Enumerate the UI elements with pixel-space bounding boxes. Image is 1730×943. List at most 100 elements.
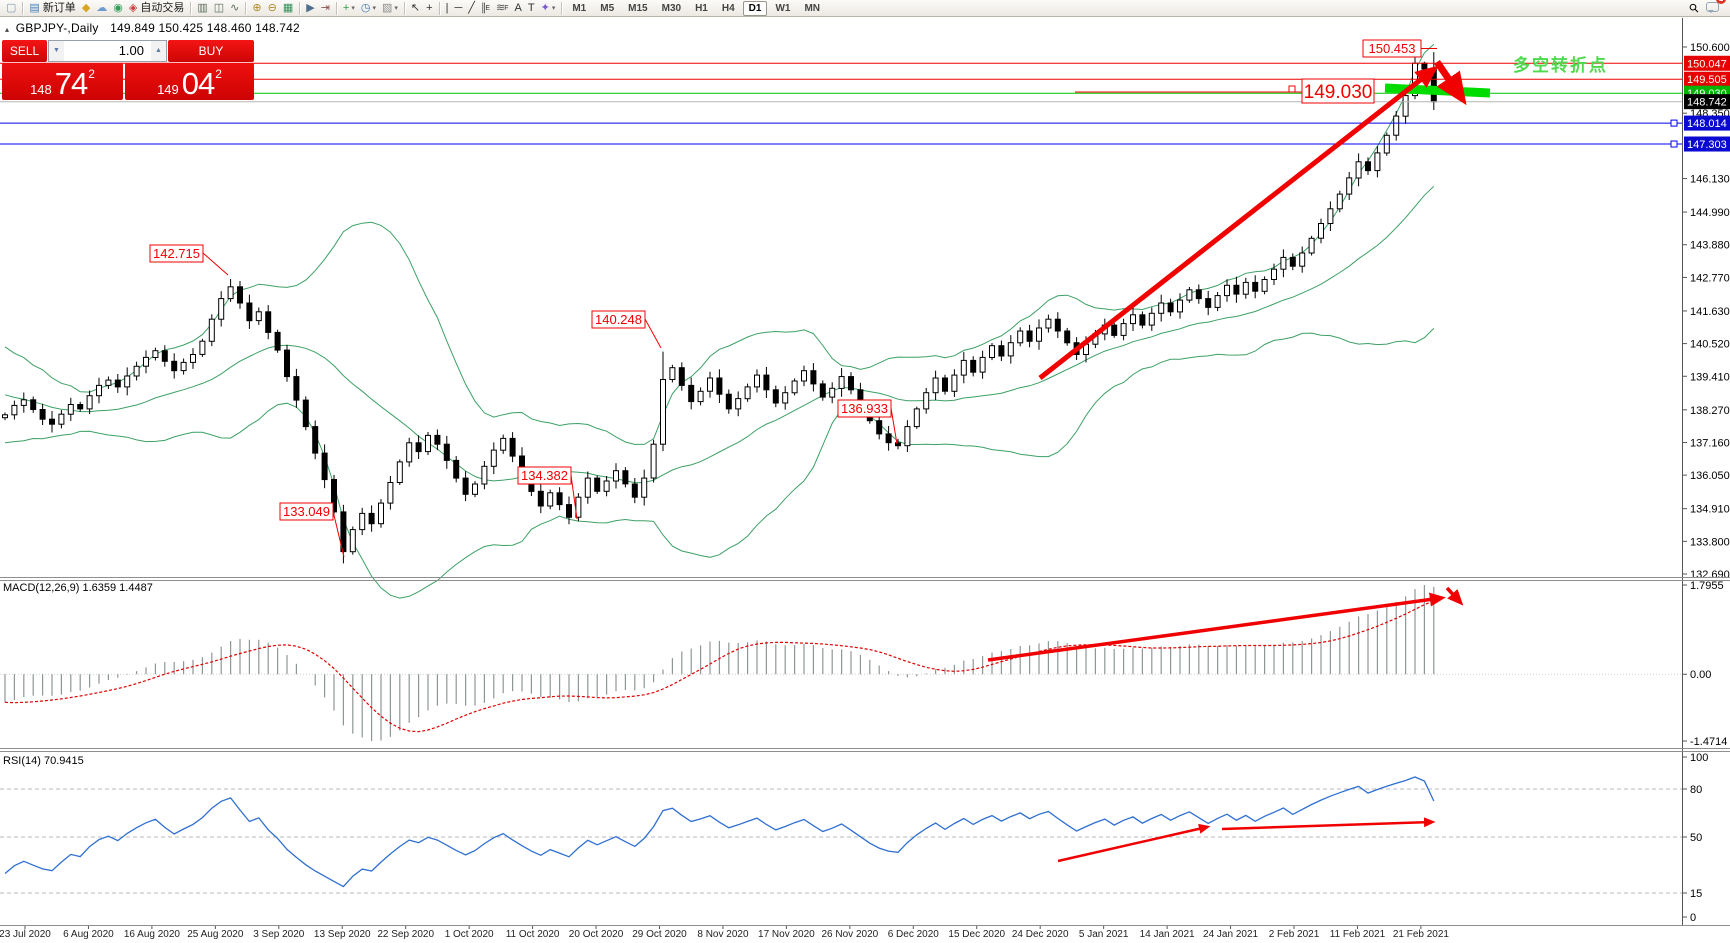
equidistant-channel-icon[interactable]: ∥ E [478, 1, 493, 16]
candlestick-chart-icon[interactable]: ◫ [211, 1, 227, 16]
text-label-icon[interactable]: T [525, 1, 538, 16]
horizontal-line-icon[interactable]: ─ [451, 1, 465, 16]
templates-icon[interactable]: ▧ ▾ [379, 1, 401, 16]
candle [2, 414, 8, 419]
candle [810, 370, 817, 385]
trendline-icon: ╱ [468, 1, 475, 14]
periods-icon[interactable]: ◷ ▾ [358, 1, 379, 16]
timeframe-m1[interactable]: M1 [572, 2, 587, 14]
signal-icon[interactable]: ◉ [110, 1, 126, 16]
profile-icon[interactable]: ☁ [93, 1, 110, 16]
line-handle[interactable] [1670, 140, 1678, 148]
tile-windows-icon[interactable]: ▦ [280, 1, 296, 16]
candle [613, 470, 619, 482]
bar-chart-icon[interactable]: ▥ [194, 1, 210, 16]
fibonacci-icon[interactable]: ≋ F [493, 1, 512, 16]
candle [49, 418, 55, 425]
date-label: 2 Feb 2021 [1269, 929, 1320, 940]
price-callout-box[interactable] [1301, 78, 1375, 104]
arrows-icon[interactable]: ✦ ▾ [538, 1, 559, 16]
candle [848, 376, 854, 391]
macd-trend-arrow[interactable] [987, 592, 1446, 662]
vertical-line-icon[interactable]: | [443, 1, 452, 16]
candle [359, 512, 366, 531]
price-badge-label: 148.014 [1687, 118, 1727, 130]
autotrade-button[interactable]: ◈ 自动交易 [126, 1, 187, 16]
turning-point-note[interactable]: 多空转折点 [1513, 55, 1608, 75]
price-callout-box[interactable] [1362, 39, 1422, 58]
zoom-in-icon[interactable]: ⊕ [249, 1, 264, 16]
volume-decrease-button[interactable]: ▼ [49, 41, 64, 61]
timeframe-d1[interactable]: D1 [742, 0, 768, 16]
volume-increase-button[interactable]: ▲ [151, 41, 166, 61]
date-label: 17 Nov 2020 [758, 929, 815, 940]
candle [208, 318, 215, 342]
candle [340, 511, 347, 553]
search-button[interactable]: ⚲ [1686, 0, 1702, 16]
timeframe-mn[interactable]: MN [804, 2, 821, 14]
candle [688, 384, 695, 403]
timeframe-m15[interactable]: M15 [628, 2, 648, 14]
crosshair-icon[interactable]: + [423, 1, 435, 16]
eraser-icon[interactable]: ◆ [79, 1, 93, 16]
indicators-icon[interactable]: + ▾ [340, 1, 358, 16]
sell-button[interactable]: SELL [2, 40, 47, 62]
toolbar-separator [561, 1, 563, 15]
candle [744, 386, 751, 400]
candle [11, 404, 18, 416]
candle [1120, 323, 1127, 336]
date-label: 13 Sep 2020 [314, 929, 371, 940]
zoom-out-icon[interactable]: ⊖ [265, 1, 280, 16]
chevron-down-icon: ▾ [351, 4, 355, 12]
timeframe-m5[interactable]: M5 [600, 2, 615, 14]
ask-price[interactable]: 149 04 2 [125, 63, 254, 100]
candlestick-chart-icon: ◫ [213, 1, 225, 14]
price-callout-box[interactable] [149, 244, 204, 263]
candle [293, 376, 300, 401]
volume-input[interactable]: 1.00 [118, 43, 144, 58]
candle [801, 370, 807, 382]
buy-button[interactable]: BUY [168, 40, 254, 62]
bid-price[interactable]: 148 74 2 [2, 63, 123, 100]
candle [1007, 342, 1014, 357]
candle [331, 479, 337, 513]
notification-badge: 1 [1716, 0, 1726, 4]
chart-shift-icon[interactable]: ⇥ [318, 1, 333, 16]
trendline-icon[interactable]: ╱ [465, 1, 478, 16]
timeframe-m30[interactable]: M30 [661, 2, 682, 14]
candle [1054, 318, 1061, 332]
panel-collapse-icon[interactable]: ▴ [5, 25, 10, 34]
candle [453, 459, 460, 479]
price-badge [1684, 94, 1730, 110]
price-tick-label: 141.630 [1690, 306, 1730, 318]
line-chart-icon[interactable]: ∿ [227, 1, 242, 16]
window-icon[interactable]: ▢ [3, 1, 19, 16]
date-label: 25 Aug 2020 [187, 929, 244, 940]
tile-windows-icon: ▦ [282, 1, 294, 14]
timeframe-h4[interactable]: H4 [721, 2, 735, 14]
text-icon[interactable]: A [512, 1, 525, 16]
trend-up-arrow[interactable] [1038, 65, 1439, 380]
rsi-trend-arrow-2[interactable] [1221, 817, 1436, 831]
new-order-button[interactable]: ▤ 新订单 [26, 1, 78, 16]
cursor-icon[interactable]: ↖ [408, 1, 423, 16]
chat-button[interactable]: 1 [1706, 0, 1726, 17]
candle [1336, 193, 1343, 210]
rsi-trend-arrow-1[interactable] [1057, 823, 1211, 863]
timeframe-h1[interactable]: H1 [695, 2, 708, 14]
reversal-down-arrow[interactable] [1434, 60, 1467, 106]
price-callout-box[interactable] [279, 502, 334, 521]
price-tick-label: 136.050 [1690, 470, 1730, 482]
ann-layer[interactable]: 150.453 149.030 142.715 140.248 136.933 134.3… [149, 39, 1608, 863]
candle [1167, 302, 1174, 313]
price-callout-box[interactable] [837, 399, 892, 418]
price-callout-box[interactable] [517, 466, 572, 485]
price-callout-box[interactable] [591, 310, 646, 329]
line-handle[interactable] [1670, 119, 1678, 127]
autoscroll-icon[interactable]: ▶ [303, 1, 317, 16]
timeframe-w1[interactable]: W1 [775, 2, 791, 14]
date-label: 23 Jul 2020 [0, 929, 51, 940]
macd-turn-arrow[interactable] [1445, 586, 1464, 606]
